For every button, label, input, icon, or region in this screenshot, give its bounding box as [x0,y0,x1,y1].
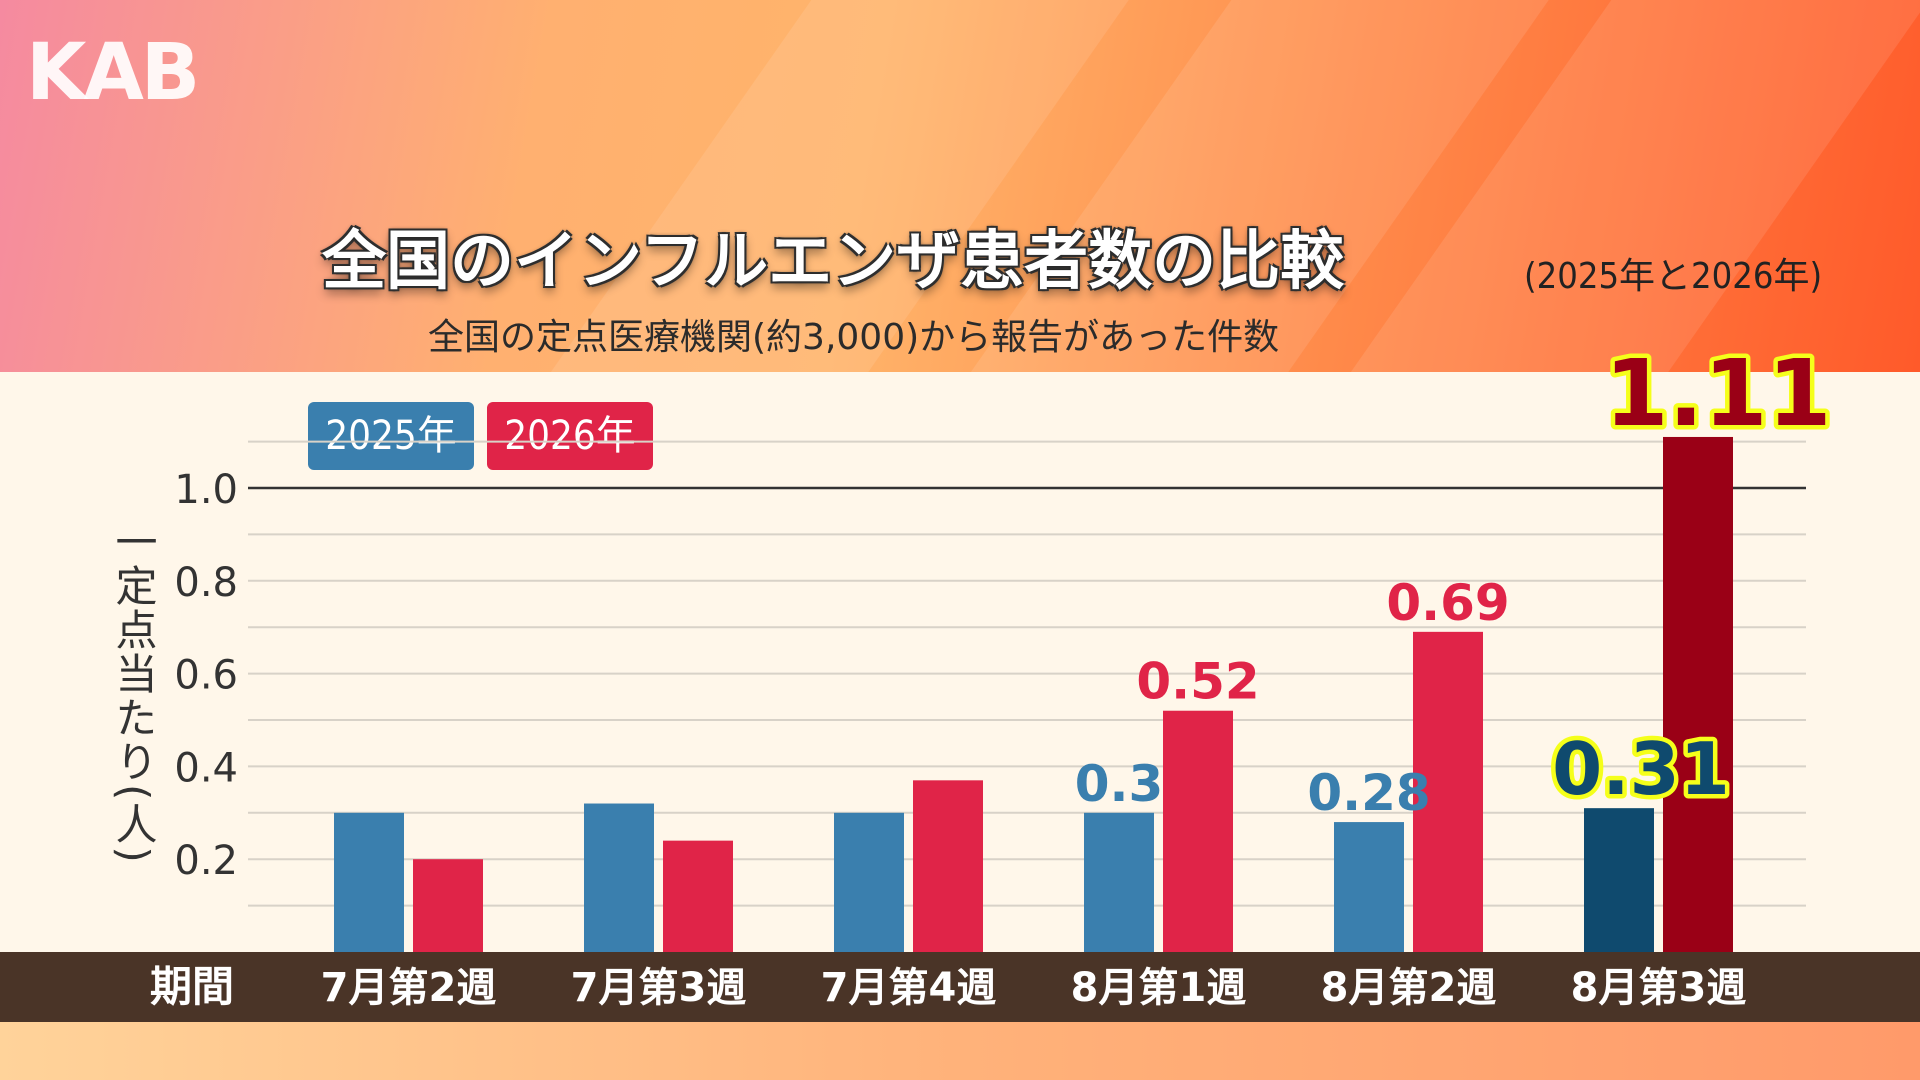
x-tick-label: 8月第2週 [1321,965,1497,1011]
chart-title-note: (2025年と2026年) [1524,256,1823,297]
bar-2026年-8月第2週 [1413,631,1483,952]
y-tick-label: 0.2 [174,838,238,884]
station-logo: KAB [26,28,200,118]
x-tick-label: 8月第1週 [1071,965,1247,1011]
x-tick-label: 8月第3週 [1571,965,1747,1011]
y-tick-label: 0.4 [174,745,238,791]
bar-2026年-8月第1週 [1163,710,1233,952]
x-axis-label: 期間 [150,962,235,1011]
bar-2026年-7月第4週 [913,780,983,952]
bar-2026年-7月第3週 [663,840,733,952]
y-axis-label: 一定点当たり(人) [109,520,158,865]
data-label-2026年-8月第2週: 0.69 [1386,574,1509,632]
legend-2026: 2026年 [487,402,653,470]
grid-lines [248,440,1806,907]
bar-2026年-7月第2週 [413,859,483,952]
y-tick-labels: 0.2 0.4 0.6 0.8 1.0 [174,467,238,884]
data-label-2025年-8月第2週: 0.28 [1307,764,1430,822]
bar-2025年-8月第2週 [1334,822,1404,952]
data-label-2025年-8月第1週: 0.3 [1075,755,1164,813]
chart-subtitle: 全国の定点医療機関(約3,000)から報告があった件数 [428,317,1280,358]
bar-2025年-8月第1週 [1084,812,1154,952]
y-tick-label: 1.0 [174,467,238,513]
bar-2026年-8月第3週 [1663,436,1733,953]
x-axis-band [0,952,1920,1022]
bar-2025年-7月第3週 [584,803,654,952]
data-label-2026年-8月第1週: 0.52 [1136,653,1259,711]
bar-2025年-7月第2週 [334,812,404,952]
chart-title: 全国のインフルエンザ患者数の比較 [322,225,1345,299]
legend-2025: 2025年 [308,402,474,470]
x-tick-label: 7月第4週 [821,965,997,1011]
bar-2025年-8月第3週 [1584,808,1654,952]
bar-2025年-7月第4週 [834,812,904,952]
data-label-2025年-8月第3週: 0.31 [1552,727,1730,811]
data-label-2026年-8月第3週: 1.11 [1605,340,1832,447]
y-tick-label: 0.6 [174,653,238,699]
footer-strip [0,1022,1920,1080]
y-tick-label: 0.8 [174,560,238,606]
x-tick-label: 7月第3週 [571,965,747,1011]
bars [334,436,1733,953]
x-tick-label: 7月第2週 [321,965,497,1011]
header-banner [0,0,1920,372]
